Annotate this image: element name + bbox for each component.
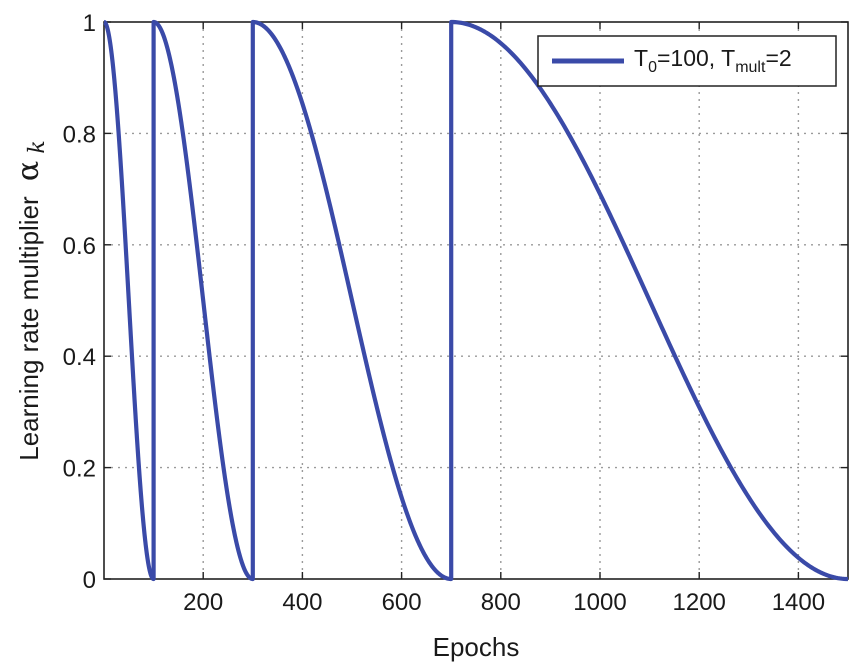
series-line-lr-multiplier	[102, 19, 849, 582]
x-axis-label: Epochs	[433, 632, 520, 662]
x-tick-label: 200	[183, 589, 223, 616]
grid	[104, 22, 848, 579]
y-axis-label-group: Learning rate multiplier α k	[11, 140, 50, 461]
plot-area-frame	[103, 21, 849, 580]
x-tick-label: 1400	[772, 589, 825, 616]
x-tick-label: 1200	[673, 589, 726, 616]
axis-ticks: 200 400 600 800 1000 1200 1400 0 0.2 0.4 0.6 0.8 1	[63, 10, 848, 616]
legend-label: T0=100, Tmult=2	[634, 45, 792, 76]
y-tick-label: 0	[83, 567, 96, 594]
x-tick-label: 400	[282, 589, 322, 616]
y-tick-label: 0.8	[63, 121, 96, 148]
x-tick-label: 600	[382, 589, 422, 616]
y-axis-label-text: Learning rate multiplier	[14, 196, 44, 461]
x-tick-label: 1000	[573, 589, 626, 616]
y-axis-symbol-subscript: k	[25, 140, 50, 153]
y-tick-label: 0.6	[63, 233, 96, 260]
y-axis-symbol: α	[11, 161, 46, 181]
y-tick-label: 0.4	[63, 344, 96, 371]
y-axis-label: Learning rate multiplier α k	[11, 140, 50, 461]
y-tick-label: 1	[83, 10, 96, 37]
x-tick-label: 800	[481, 589, 521, 616]
series-group	[102, 19, 849, 582]
y-tick-label: 0.2	[63, 456, 96, 483]
legend: T0=100, Tmult=2	[537, 35, 837, 87]
